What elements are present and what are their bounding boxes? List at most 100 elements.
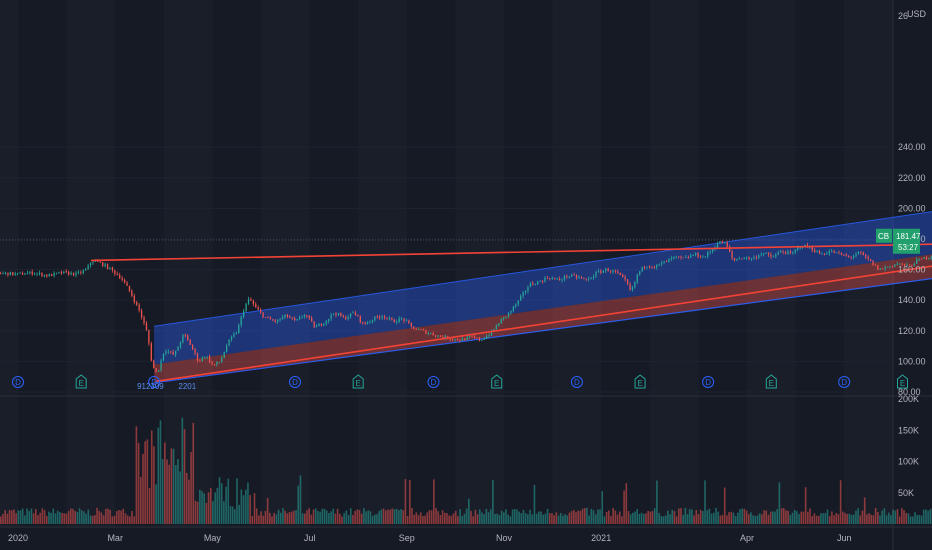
session-band [261, 0, 310, 527]
event-markers[interactable]: D E D D E D E D E D E D E 912309 2201 [12, 374, 909, 391]
candle-body [746, 257, 748, 259]
candle-body [544, 277, 546, 282]
candle-body [724, 242, 726, 244]
candle-body [133, 296, 135, 303]
volume-bar [638, 513, 641, 524]
volume-bar [538, 511, 540, 524]
candle-body [36, 273, 38, 275]
candle-body [379, 317, 381, 318]
candle-body [281, 317, 284, 320]
dividend-marker[interactable] [289, 376, 302, 388]
volume-bar [179, 471, 181, 524]
volume-bar [756, 515, 759, 524]
volume-bar [608, 510, 610, 524]
candle-body [665, 261, 668, 263]
channel-lower-edge[interactable] [154, 276, 932, 384]
volume-bar [800, 511, 803, 524]
candle-body [430, 333, 432, 334]
dividend-marker[interactable] [148, 376, 161, 388]
channel-lower-band[interactable] [154, 251, 932, 383]
earnings-marker[interactable] [75, 374, 87, 389]
earnings-marker[interactable] [634, 374, 646, 389]
volume-bar [277, 509, 280, 524]
volume-bar [494, 514, 496, 524]
candle-body [906, 264, 908, 266]
volume-bar [911, 516, 914, 524]
candle-body [422, 329, 425, 331]
price-candles [0, 240, 932, 373]
earnings-marker[interactable] [897, 374, 909, 389]
candle-body [19, 272, 21, 274]
dividend-marker[interactable] [838, 376, 851, 388]
candle-body [80, 272, 82, 273]
candle-body [660, 262, 663, 264]
volume-bar [126, 515, 129, 524]
dividend-marker[interactable] [427, 376, 440, 388]
regression-channel[interactable] [154, 208, 932, 384]
volume-bar [137, 442, 140, 524]
candle-body [286, 314, 289, 317]
support-trend-line[interactable] [156, 211, 932, 383]
volume-bar [0, 516, 2, 524]
earnings-marker[interactable] [352, 374, 364, 389]
resistance-trend-line[interactable] [90, 237, 932, 262]
volume-bar [404, 479, 407, 524]
candle-body [469, 335, 471, 337]
candle-body [755, 257, 758, 259]
candle-body [17, 272, 19, 274]
candle-body [114, 270, 116, 274]
candle-body [320, 324, 323, 326]
candle-body [741, 258, 743, 260]
candle-body [916, 259, 918, 264]
earnings-marker[interactable] [765, 374, 777, 389]
candle-body [828, 251, 830, 254]
earnings-marker[interactable] [491, 374, 503, 389]
candle-body [109, 267, 111, 270]
volume-bar [146, 439, 149, 524]
candle-body [2, 272, 4, 274]
volume-bar [166, 459, 168, 524]
volume-bar [828, 516, 831, 524]
volume-bar [428, 510, 431, 524]
dividend-marker[interactable] [570, 376, 583, 388]
channel-upper-band[interactable] [154, 208, 932, 365]
volume-bar [242, 495, 245, 524]
volume-bar [868, 513, 870, 524]
volume-bar [247, 482, 249, 524]
trend-lines[interactable] [90, 211, 932, 383]
candle-body [381, 316, 383, 318]
candle-body [308, 315, 310, 318]
candle-body [694, 253, 697, 255]
volume-bar [594, 514, 597, 524]
volume-bar [758, 513, 761, 524]
candle-body [111, 267, 114, 271]
volume-bar [382, 508, 385, 524]
volume-axis[interactable]: 50K 100K 150K 200K [898, 394, 919, 498]
volume-bar [855, 510, 857, 524]
dividend-marker[interactable] [12, 376, 24, 388]
candle-body [539, 281, 541, 282]
session-band [455, 0, 504, 527]
volume-bar [288, 512, 291, 524]
candle-body [490, 330, 493, 336]
candle-body [342, 316, 344, 317]
volume-bar [548, 513, 551, 524]
volume-bar [91, 515, 94, 524]
volume-bar [139, 476, 142, 524]
volume-bar [527, 514, 529, 524]
channel-upper-edge[interactable] [154, 208, 932, 327]
volume-bar [63, 513, 66, 524]
volume-bar [65, 513, 68, 524]
volume-bar [435, 508, 437, 524]
volume-bar [389, 509, 391, 524]
volume-bar [365, 511, 367, 524]
symbol-label: CB [878, 232, 889, 241]
candle-body [510, 310, 512, 313]
time-axis[interactable]: 2020MarMayJulSepNov2021AprJunAugOctNov [8, 533, 932, 543]
volume-bar [89, 515, 92, 524]
event-note: 912309 [137, 382, 164, 391]
volume-bar [192, 422, 195, 524]
candle-body [750, 258, 753, 260]
dividend-marker[interactable] [702, 376, 715, 388]
